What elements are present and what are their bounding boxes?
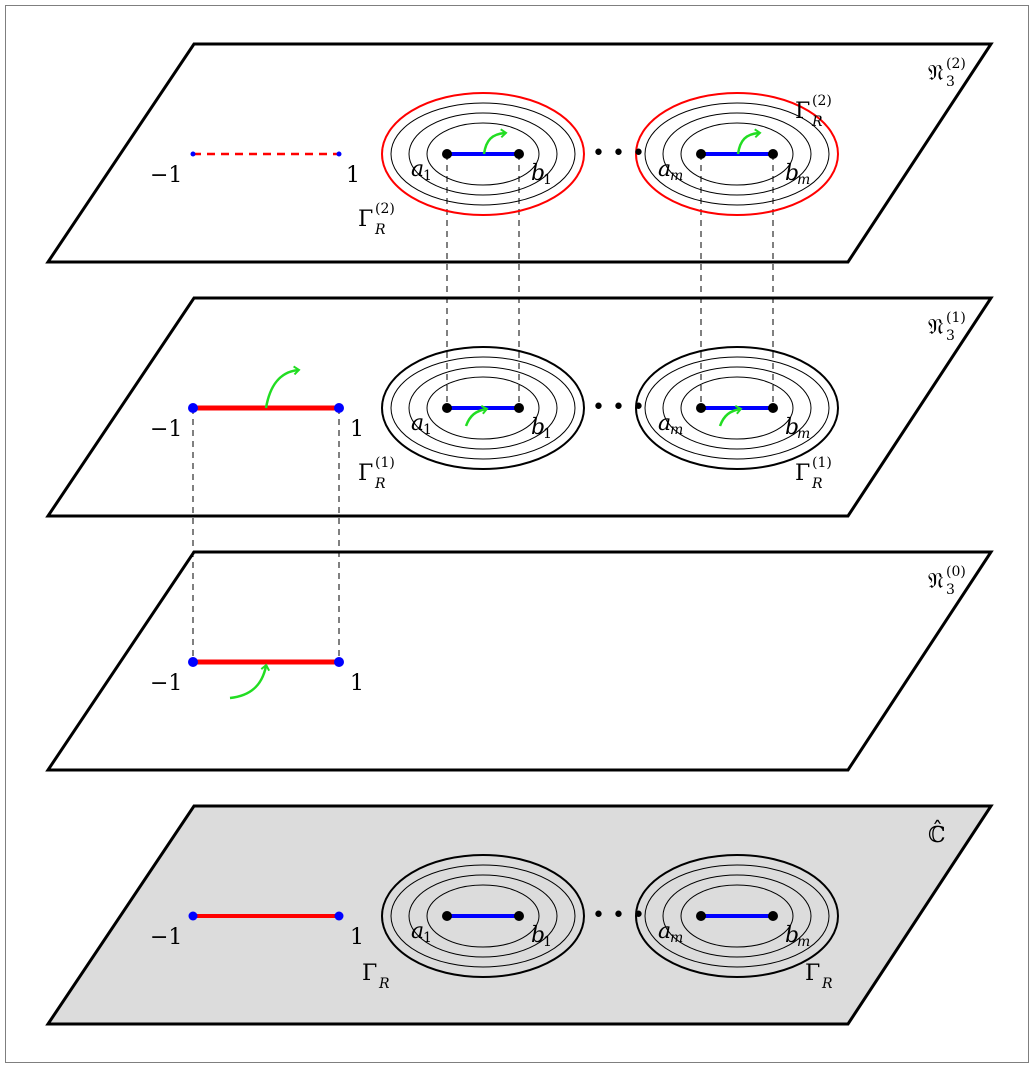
gamma-right-sub: R (811, 476, 823, 492)
endpoint-minus-one (188, 657, 198, 667)
label-a1-sub: 1 (423, 930, 432, 946)
label-bm-sub: m (797, 172, 810, 188)
endpoint-am (696, 403, 706, 413)
endpoint-b1 (514, 149, 524, 159)
label-minus-one: −1 (150, 163, 182, 188)
label-am-sub: m (670, 930, 683, 946)
endpoint-am (696, 911, 706, 921)
label-b1-sub: 1 (543, 934, 552, 950)
endpoint-bm (768, 911, 778, 921)
gamma-left-sup: (1) (375, 455, 395, 471)
endpoint-b1 (514, 911, 524, 921)
label-b1-sub: 1 (543, 426, 552, 442)
endpoint-b1 (514, 403, 524, 413)
gamma-left-sub: R (374, 476, 386, 492)
ellipsis: • • • (592, 141, 645, 166)
gamma-right-label: Γ (805, 961, 820, 986)
endpoint-one (335, 912, 344, 921)
sheet-0-label-sup: (0) (946, 564, 966, 580)
gamma-right-sub: R (811, 114, 823, 130)
sheet-0-label: 𝔑 (928, 569, 944, 594)
gamma-right-label: Γ (795, 99, 810, 124)
label-one: 1 (350, 925, 364, 950)
label-minus-one: −1 (150, 671, 182, 696)
label-b1-sub: 1 (543, 172, 552, 188)
endpoint-a1 (442, 149, 452, 159)
gamma-left-label: Γ (358, 461, 373, 486)
sheet-0-label-sub: 3 (946, 582, 955, 598)
gamma-right-label: Γ (795, 461, 810, 486)
endpoint-bm (768, 403, 778, 413)
gamma-left-sub: R (378, 976, 390, 992)
base-plane-label: ℂ̂ (928, 820, 946, 848)
label-minus-one: −1 (150, 417, 182, 442)
endpoint-one (337, 152, 342, 157)
sheet-1-label-sub: 3 (946, 328, 955, 344)
endpoint-minus-one (189, 912, 198, 921)
gamma-right-sup: (1) (812, 455, 832, 471)
gamma-left-label: Γ (362, 961, 377, 986)
gamma-left-sub: R (374, 222, 386, 238)
label-one: 1 (350, 671, 364, 696)
label-a1-sub: 1 (423, 168, 432, 184)
gamma-left-sup: (2) (375, 201, 395, 217)
label-one: 1 (350, 417, 364, 442)
label-bm-sub: m (797, 934, 810, 950)
label-minus-one: −1 (150, 925, 182, 950)
gamma-right-sup: (2) (812, 93, 832, 109)
gamma-left-label: Γ (358, 207, 373, 232)
ellipsis: • • • (592, 395, 645, 420)
sheet-2-label-sub: 3 (946, 74, 955, 90)
label-a1-sub: 1 (423, 422, 432, 438)
endpoint-one (334, 403, 344, 413)
sheet-1-label: 𝔑 (928, 315, 944, 340)
sheet-2-label: 𝔑 (928, 61, 944, 86)
label-am-sub: m (670, 422, 683, 438)
sheet-2-label-sup: (2) (946, 56, 966, 72)
endpoint-am (696, 149, 706, 159)
endpoint-a1 (442, 403, 452, 413)
ellipsis: • • • (592, 903, 645, 928)
gamma-right-sub: R (821, 976, 833, 992)
endpoint-minus-one (191, 152, 196, 157)
sheet-1-label-sup: (1) (946, 310, 966, 326)
label-one: 1 (346, 163, 360, 188)
endpoint-bm (768, 149, 778, 159)
endpoint-minus-one (188, 403, 198, 413)
endpoint-one (334, 657, 344, 667)
endpoint-a1 (442, 911, 452, 921)
label-bm-sub: m (797, 426, 810, 442)
label-am-sub: m (670, 168, 683, 184)
